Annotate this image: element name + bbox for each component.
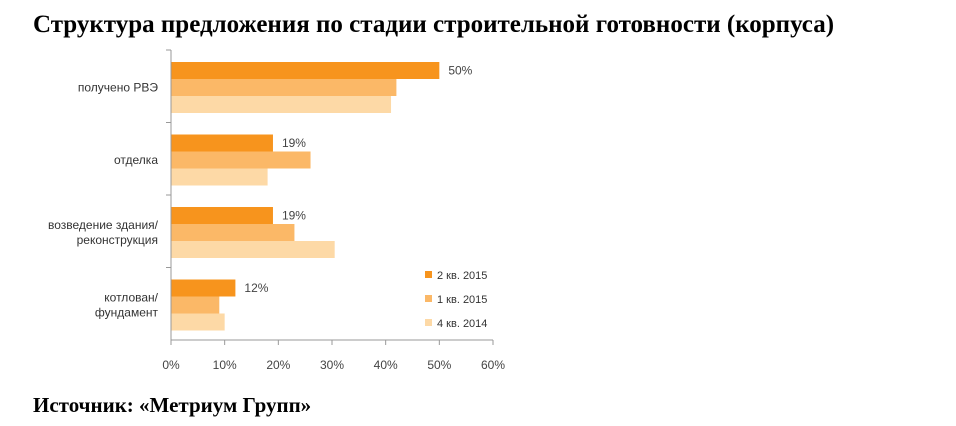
x-tick-label-4: 30% (320, 358, 344, 372)
bar-1-4 (171, 279, 236, 297)
axes-group (166, 49, 494, 345)
legend-label-2: 1 кв. 2015 (437, 294, 487, 306)
labels-group: 50% получено РВЭ 19% отделка 19% возведение з… (48, 64, 505, 373)
x-tick-label-6: 50% (427, 358, 451, 372)
legend-swatch-3 (425, 319, 432, 326)
bar-2-4 (171, 296, 220, 314)
legend-label-3: 4 кв. 2014 (437, 318, 487, 330)
legend: 2 кв. 2015 1 кв. 2015 4 кв. 2014 (425, 270, 487, 330)
bar-2-3 (171, 224, 295, 241)
category-label-1: получено РВЭ (78, 81, 158, 95)
bar-1-1 (171, 62, 440, 79)
bar-1-2 (171, 134, 273, 152)
source-note: Источник: «Метриум Групп» (33, 393, 312, 417)
data-label-3: 19% (282, 209, 306, 223)
legend-swatch-2 (425, 295, 432, 302)
bar-2-1 (171, 79, 397, 96)
bar-3-2 (171, 168, 268, 186)
x-tick-label-7: 60% (481, 358, 505, 372)
x-tick-label-2: 10% (213, 358, 237, 372)
data-label-1: 50% (448, 64, 472, 78)
chart-title: Структура предложения по стадии строител… (33, 11, 835, 38)
bar-3-4 (171, 313, 225, 331)
category-label-2: отделка (114, 153, 158, 167)
x-tick-label-1: 0% (162, 358, 180, 372)
data-label-4: 12% (244, 281, 268, 295)
bars-group (171, 62, 440, 331)
legend-swatch-1 (425, 271, 432, 278)
data-label-2: 19% (282, 136, 306, 150)
x-tick-label-5: 40% (374, 358, 398, 372)
bar-3-3 (171, 241, 335, 258)
bar-3-1 (171, 96, 392, 113)
x-tick-label-3: 20% (266, 358, 290, 372)
bar-2-2 (171, 151, 311, 169)
legend-label-1: 2 кв. 2015 (437, 270, 487, 282)
category-label-3: возведение здания/реконструкция (48, 218, 159, 247)
category-label-4: котлован/фундамент (95, 291, 159, 320)
bar-1-3 (171, 207, 273, 224)
